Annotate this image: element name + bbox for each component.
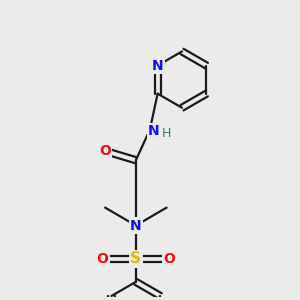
Text: S: S: [130, 251, 141, 266]
Text: H: H: [162, 127, 171, 140]
Text: O: O: [163, 252, 175, 266]
Text: O: O: [99, 144, 111, 158]
Text: N: N: [130, 218, 142, 233]
Text: N: N: [148, 124, 160, 138]
Text: N: N: [152, 58, 164, 73]
Text: O: O: [97, 252, 109, 266]
